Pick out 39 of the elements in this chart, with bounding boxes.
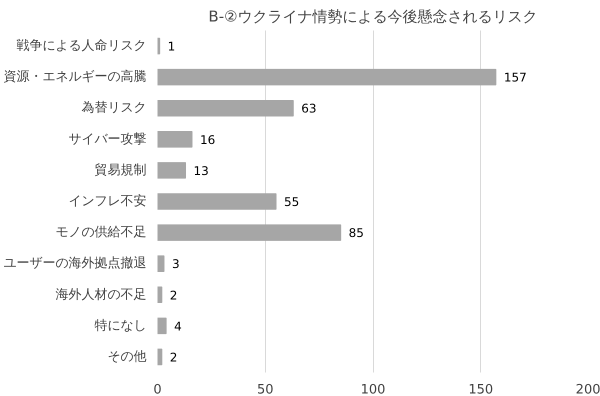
data-label: 55 (284, 195, 300, 209)
bar (158, 193, 277, 210)
bar (158, 68, 496, 86)
bar (158, 131, 192, 148)
data-label: 157 (504, 70, 527, 85)
y-tick-label: その他 (108, 349, 146, 364)
bar (158, 318, 167, 334)
data-label: 1 (168, 40, 176, 54)
y-tick-label: 為替リスク (82, 100, 146, 116)
y-tick-label: 海外人材の不足 (56, 287, 146, 302)
data-label: 85 (348, 226, 364, 240)
data-label: 4 (174, 319, 182, 334)
y-tick-label: ユーザーの海外拠点撤退 (4, 256, 146, 272)
x-tick-label: 200 (576, 382, 600, 396)
bar (158, 162, 186, 179)
data-label: 63 (301, 102, 317, 116)
y-tick-label: 戦争による人命リスク (16, 38, 146, 54)
x-tick-label: 100 (360, 382, 386, 396)
bar (158, 224, 342, 241)
data-label: 13 (194, 164, 209, 178)
bar (158, 255, 164, 272)
bar (158, 100, 294, 116)
bar (158, 286, 162, 304)
data-label: 16 (200, 132, 216, 147)
y-tick-label: サイバー攻撃 (68, 132, 146, 147)
x-tick-label: 50 (256, 382, 274, 396)
data-label: 2 (170, 288, 178, 302)
y-tick-label: 資源・エネルギーの高騰 (4, 68, 146, 85)
bar (158, 38, 160, 54)
data-label: 3 (172, 257, 180, 272)
y-tick-label: 貿易規制 (94, 162, 146, 178)
x-tick-label: 150 (468, 382, 494, 396)
x-tick-label: 0 (153, 382, 162, 396)
y-tick-label: 特になし (94, 318, 146, 334)
bar (158, 348, 162, 366)
y-tick-label: インフレ不安 (68, 193, 146, 209)
y-tick-label: モノの供給不足 (56, 225, 146, 240)
data-label: 2 (170, 350, 178, 364)
chart-title: B-②ウクライナ情勢による今後懸念されるリスク (208, 8, 538, 26)
